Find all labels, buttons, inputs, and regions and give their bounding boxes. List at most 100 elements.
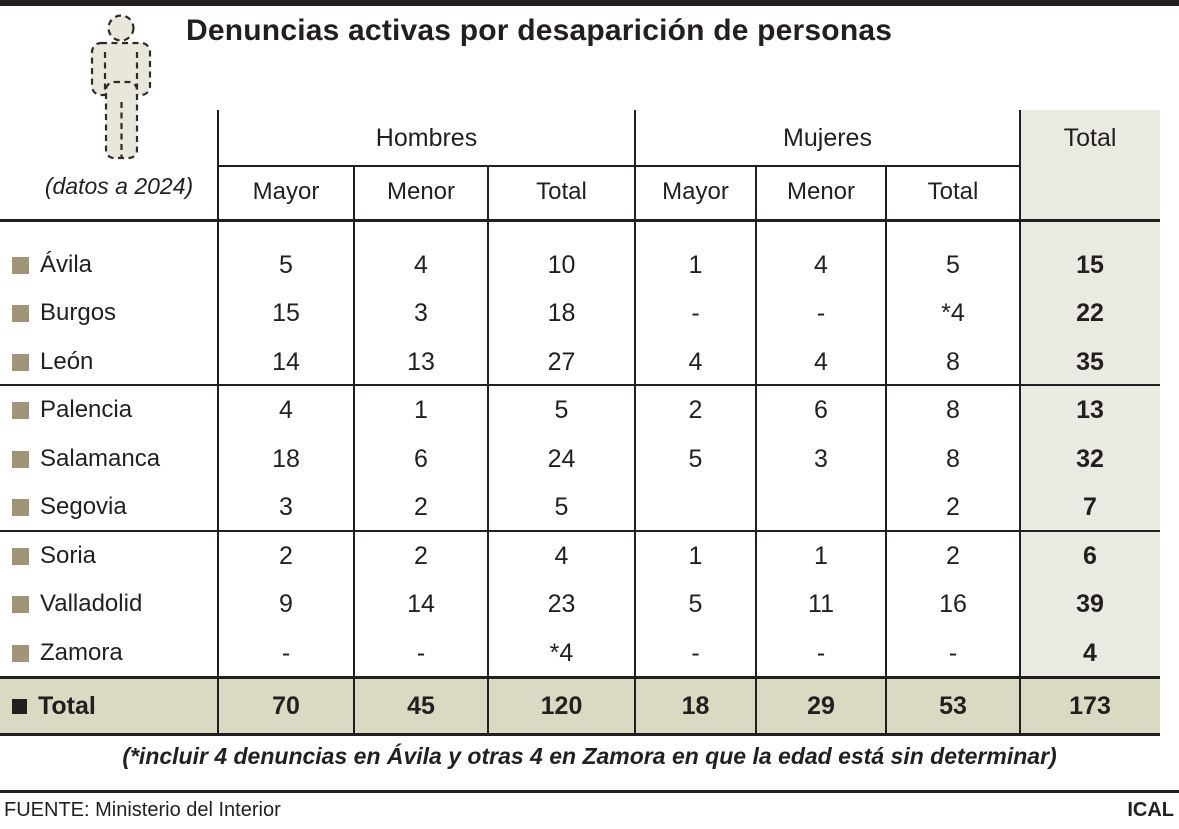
total-cell: 70	[272, 692, 300, 720]
data-cell: 5	[688, 589, 703, 618]
table-bottom-line	[0, 733, 1160, 736]
row-total-cell: 7	[1083, 492, 1097, 521]
row-label: Ávila	[0, 241, 218, 289]
table-row: Segovia 3 2 5 2 7	[0, 483, 1160, 531]
row-label: León	[0, 338, 218, 386]
row-total-cell: 13	[1076, 395, 1104, 424]
data-cell: 1	[814, 541, 828, 570]
grid-line	[1019, 110, 1021, 735]
data-cell: 15	[272, 298, 300, 327]
grid-line	[353, 165, 355, 735]
row-label: Zamora	[0, 629, 218, 677]
bullet-icon	[12, 450, 29, 468]
data-year-note: (datos a 2024)	[44, 173, 194, 199]
data-cell: -	[816, 298, 826, 327]
table-row: Soria 2 2 4 1 1 2 6	[0, 532, 1160, 580]
row-label: Soria	[0, 532, 218, 580]
data-cell: *4	[941, 298, 965, 327]
data-cell: 4	[688, 347, 703, 376]
row-label: Segovia	[0, 483, 218, 531]
data-cell: -	[691, 298, 700, 327]
data-cell: 3	[414, 298, 428, 327]
row-total-cell: 22	[1076, 298, 1104, 327]
data-cell: 23	[547, 589, 576, 618]
table-row: Zamora - - *4 - - - 4	[0, 629, 1160, 677]
bullet-icon	[12, 304, 29, 322]
group-separator-line	[0, 530, 1160, 532]
data-cell: -	[948, 638, 958, 667]
data-cell: 2	[946, 492, 960, 521]
data-cell: 5	[946, 250, 960, 279]
top-rule-bar	[0, 0, 1179, 6]
footer-rule-line	[0, 790, 1179, 793]
data-cell: 5	[554, 395, 569, 424]
province-name: Soria	[40, 542, 97, 569]
total-row-background	[0, 679, 1160, 733]
grand-total-cell: 173	[1069, 692, 1111, 720]
data-cell: -	[281, 638, 291, 667]
data-cell: 6	[814, 395, 828, 424]
column-header-hombres-menor: Menor	[386, 178, 456, 205]
data-cell: 4	[814, 250, 828, 279]
province-name: Palencia	[40, 396, 133, 423]
province-name: Zamora	[40, 639, 123, 666]
bullet-icon	[12, 595, 29, 613]
data-cell: 1	[414, 395, 428, 424]
data-cell: 9	[279, 589, 293, 618]
bullet-icon	[12, 699, 27, 714]
data-cell: *4	[549, 638, 574, 667]
column-header-hombres-total: Total	[536, 178, 587, 205]
grid-line	[487, 165, 489, 735]
province-name: Segovia	[40, 493, 127, 520]
table-row: Burgos 15 3 18 - - *4 22	[0, 289, 1160, 337]
bullet-icon	[12, 256, 29, 274]
bullet-icon	[12, 644, 29, 662]
column-group-mujeres: Mujeres	[783, 123, 872, 152]
data-cell: 2	[688, 395, 703, 424]
data-cell: 24	[547, 444, 576, 473]
person-icon	[84, 12, 158, 162]
row-label: Total	[0, 681, 218, 732]
data-cell: 4	[554, 541, 569, 570]
province-name: Burgos	[40, 299, 117, 326]
data-cell: 13	[407, 347, 435, 376]
table-total-row: Total 70 45 120 18 29 53 173	[0, 681, 1160, 732]
column-header-mujeres-menor: Menor	[786, 178, 856, 205]
total-cell: 18	[681, 692, 710, 720]
data-cell: 4	[814, 347, 828, 376]
column-group-hombres: Hombres	[375, 123, 478, 152]
data-cell: -	[416, 638, 426, 667]
row-total-cell: 4	[1083, 638, 1097, 667]
table-row: Palencia 4 1 5 2 6 8 13	[0, 386, 1160, 434]
group-separator-line	[0, 384, 1160, 386]
total-column-background	[1020, 110, 1160, 679]
data-cell: 27	[547, 347, 576, 376]
agency-credit: ICAL	[1127, 799, 1174, 821]
total-cell: 29	[807, 692, 835, 720]
total-cell: 120	[540, 692, 583, 720]
province-name: Valladolid	[40, 590, 143, 617]
data-cell	[756, 483, 886, 531]
page-title: Denuncias activas por desaparición de pe…	[186, 14, 893, 47]
bullet-icon	[12, 498, 29, 516]
table-row: León 14 13 27 4 4 8 35	[0, 338, 1160, 386]
row-label: Salamanca	[0, 435, 218, 483]
total-cell: 45	[407, 692, 435, 720]
data-cell: 14	[407, 589, 435, 618]
grid-line	[634, 110, 636, 735]
data-cell: 16	[939, 589, 967, 618]
province-name: Salamanca	[40, 445, 161, 472]
column-header-mujeres-total: Total	[927, 178, 979, 205]
data-cell: 1	[688, 250, 703, 279]
data-cell: -	[816, 638, 826, 667]
row-label: Burgos	[0, 289, 218, 337]
data-cell: 1	[688, 541, 703, 570]
header-separator-line	[0, 219, 1160, 222]
data-cell: 18	[547, 298, 576, 327]
data-cell: -	[691, 638, 700, 667]
data-cell: 10	[547, 250, 576, 279]
data-cell: 4	[414, 250, 428, 279]
bullet-icon	[12, 547, 29, 565]
data-cell: 3	[279, 492, 293, 521]
grid-line	[217, 110, 219, 735]
